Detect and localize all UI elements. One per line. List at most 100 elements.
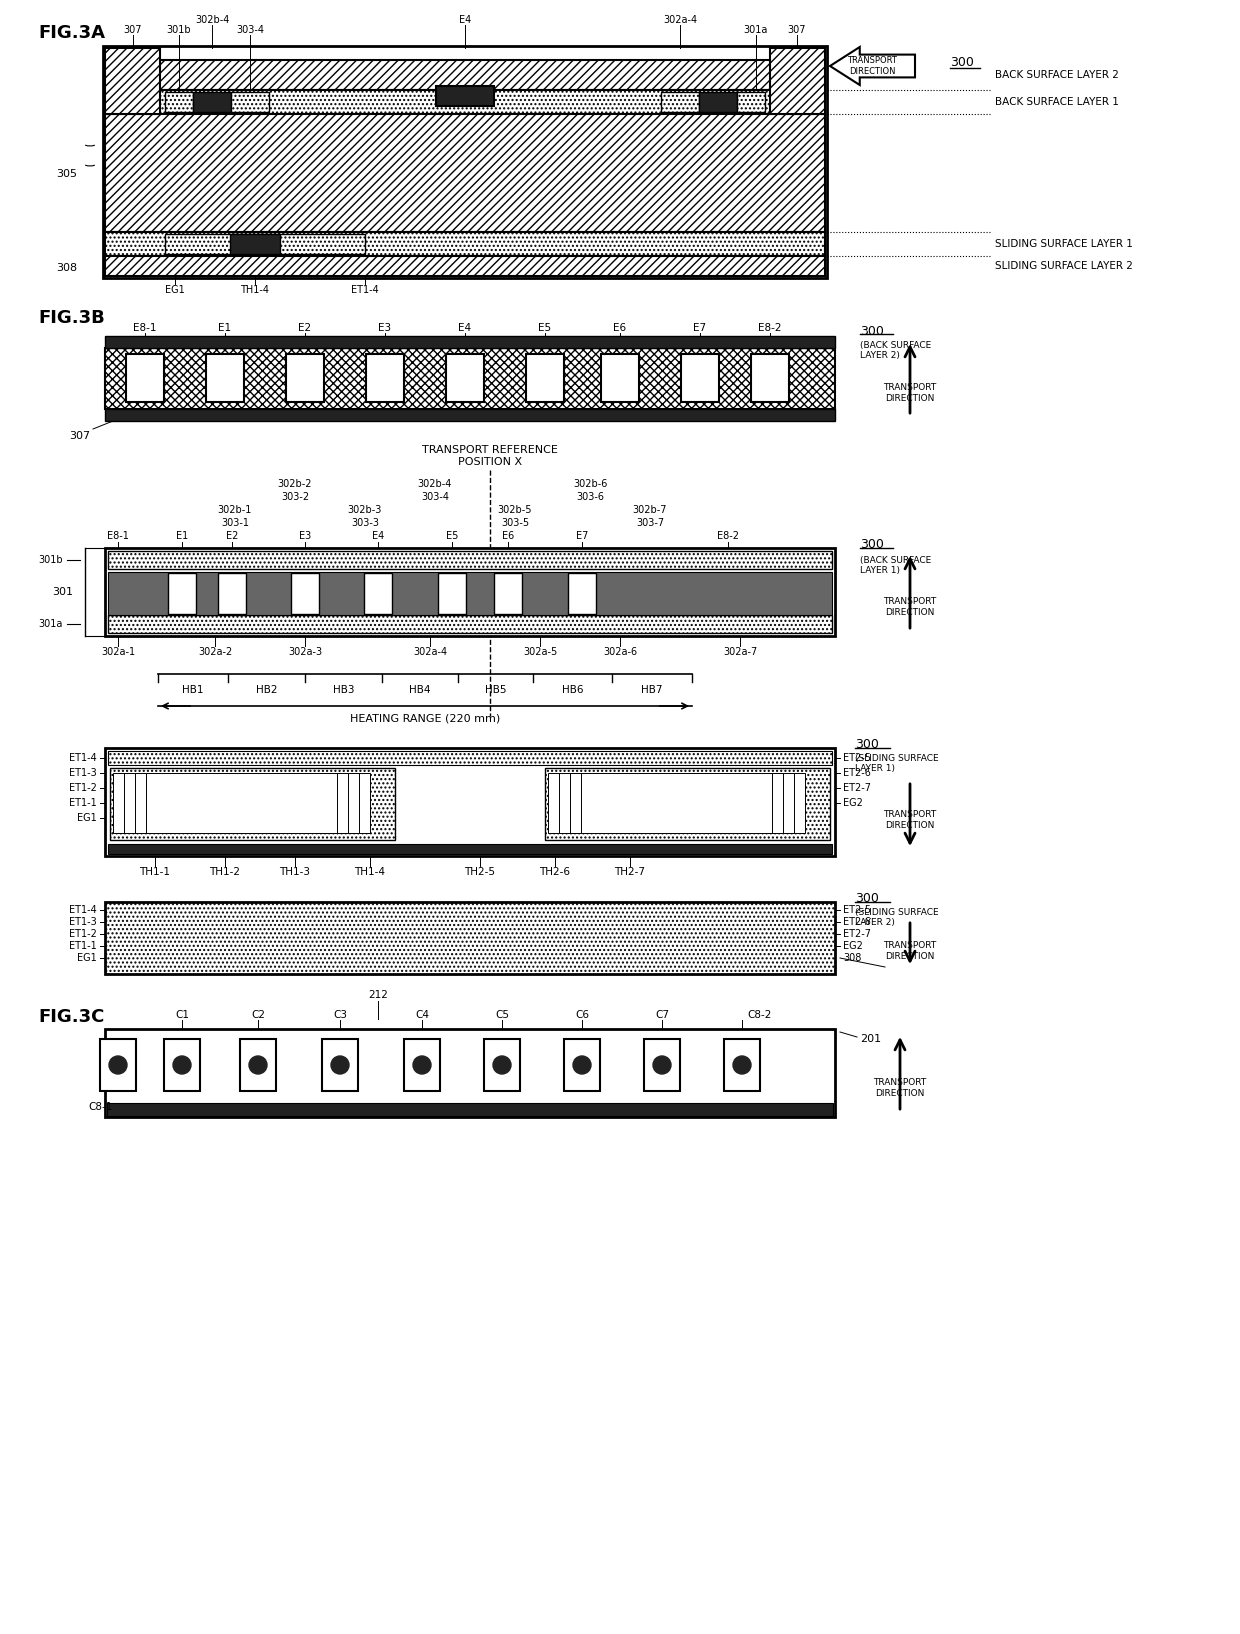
Text: ET2-7: ET2-7 — [843, 783, 870, 792]
Bar — [699, 92, 737, 113]
Bar — [193, 92, 231, 113]
Bar — [570, 773, 782, 833]
Text: TH2-7: TH2-7 — [615, 868, 646, 877]
Text: 301a: 301a — [744, 25, 769, 34]
Text: ET1-4: ET1-4 — [351, 284, 379, 296]
Bar — [103, 46, 827, 278]
Text: 302b-7: 302b-7 — [632, 505, 667, 515]
Bar — [229, 234, 280, 253]
Circle shape — [109, 1056, 126, 1074]
Bar — [126, 355, 164, 402]
Bar — [770, 47, 825, 114]
Text: BACK SURFACE LAYER 2: BACK SURFACE LAYER 2 — [994, 70, 1118, 80]
Bar — [218, 574, 246, 614]
Text: BACK SURFACE LAYER 1: BACK SURFACE LAYER 1 — [994, 96, 1118, 106]
Text: 303-6: 303-6 — [577, 492, 604, 502]
Circle shape — [331, 1056, 348, 1074]
Text: E8-2: E8-2 — [717, 531, 739, 541]
Text: (SLIDING SURFACE
LAYER 2): (SLIDING SURFACE LAYER 2) — [856, 909, 939, 928]
Text: 303-3: 303-3 — [351, 518, 379, 528]
Text: C1: C1 — [175, 1010, 188, 1020]
Bar — [322, 1039, 358, 1092]
Text: 301b: 301b — [38, 556, 63, 565]
Text: E3: E3 — [299, 531, 311, 541]
Bar — [165, 92, 193, 113]
Text: EG1: EG1 — [77, 814, 97, 824]
Text: TRANSPORT
DIRECTION: TRANSPORT DIRECTION — [883, 598, 936, 616]
Text: 302b-5: 302b-5 — [497, 505, 532, 515]
Text: ET1-2: ET1-2 — [69, 783, 97, 792]
Bar — [105, 748, 835, 856]
Bar — [105, 348, 835, 408]
Bar — [438, 574, 466, 614]
Bar — [124, 773, 360, 833]
Bar — [231, 92, 269, 113]
Text: FIG.3C: FIG.3C — [38, 1008, 104, 1026]
Bar — [484, 1039, 520, 1092]
Text: C5: C5 — [495, 1010, 508, 1020]
Bar — [105, 47, 160, 114]
Bar — [105, 90, 825, 114]
Bar — [113, 773, 370, 833]
Circle shape — [174, 1056, 191, 1074]
Text: E1: E1 — [218, 324, 232, 333]
Bar — [107, 1103, 833, 1116]
Text: C6: C6 — [575, 1010, 589, 1020]
Text: 307: 307 — [787, 25, 806, 34]
Text: 308: 308 — [57, 263, 78, 273]
Text: 301b: 301b — [166, 25, 191, 34]
Text: 302b-4: 302b-4 — [418, 479, 453, 489]
Bar — [724, 1039, 760, 1092]
Text: 302a-4: 302a-4 — [413, 647, 448, 657]
Text: E8-2: E8-2 — [758, 324, 781, 333]
Bar — [661, 92, 699, 113]
Bar — [105, 547, 835, 636]
Bar — [108, 752, 832, 765]
Text: 302b-4: 302b-4 — [195, 15, 229, 25]
Text: E8-1: E8-1 — [133, 324, 156, 333]
Circle shape — [573, 1056, 591, 1074]
Text: 302b-1: 302b-1 — [218, 505, 252, 515]
Text: SLIDING SURFACE LAYER 2: SLIDING SURFACE LAYER 2 — [994, 261, 1133, 271]
Bar — [110, 768, 396, 840]
Bar — [404, 1039, 440, 1092]
Text: 303-1: 303-1 — [221, 518, 249, 528]
Text: 303-4: 303-4 — [422, 492, 449, 502]
Text: TH1-1: TH1-1 — [139, 868, 171, 877]
Text: TRANSPORT
DIRECTION: TRANSPORT DIRECTION — [883, 810, 936, 830]
Text: TH1-4: TH1-4 — [241, 284, 269, 296]
Text: 303-4: 303-4 — [236, 25, 264, 34]
Bar — [105, 114, 825, 232]
Text: FIG.3A: FIG.3A — [38, 25, 105, 42]
Text: E1: E1 — [176, 531, 188, 541]
Bar — [582, 773, 773, 833]
Text: 303-7: 303-7 — [636, 518, 665, 528]
Text: ET1-1: ET1-1 — [69, 941, 97, 951]
Text: 300: 300 — [861, 325, 884, 338]
Text: 302a-6: 302a-6 — [603, 647, 637, 657]
Bar — [108, 572, 832, 614]
Text: HB4: HB4 — [409, 685, 430, 694]
Text: 302b-2: 302b-2 — [278, 479, 312, 489]
Circle shape — [249, 1056, 267, 1074]
Text: TRANSPORT REFERENCE
POSITION X: TRANSPORT REFERENCE POSITION X — [422, 444, 558, 467]
Text: TRANSPORT
DIRECTION: TRANSPORT DIRECTION — [883, 384, 936, 402]
Text: HB7: HB7 — [641, 685, 662, 694]
Text: EG1: EG1 — [77, 953, 97, 962]
Text: 302b-6: 302b-6 — [573, 479, 608, 489]
Text: HB6: HB6 — [562, 685, 583, 694]
Bar — [601, 355, 639, 402]
Text: ET2-6: ET2-6 — [843, 768, 870, 778]
Bar — [105, 408, 835, 422]
Bar — [494, 574, 522, 614]
Text: HB3: HB3 — [332, 685, 355, 694]
Text: TRANSPORT
DIRECTION: TRANSPORT DIRECTION — [847, 56, 897, 75]
Text: (BACK SURFACE
LAYER 1): (BACK SURFACE LAYER 1) — [861, 556, 931, 575]
Bar — [751, 355, 789, 402]
Text: 302a-1: 302a-1 — [100, 647, 135, 657]
Bar — [135, 773, 348, 833]
Text: HB5: HB5 — [485, 685, 506, 694]
Text: ET1-4: ET1-4 — [69, 905, 97, 915]
Text: 212: 212 — [368, 990, 388, 1000]
Text: E6: E6 — [502, 531, 515, 541]
